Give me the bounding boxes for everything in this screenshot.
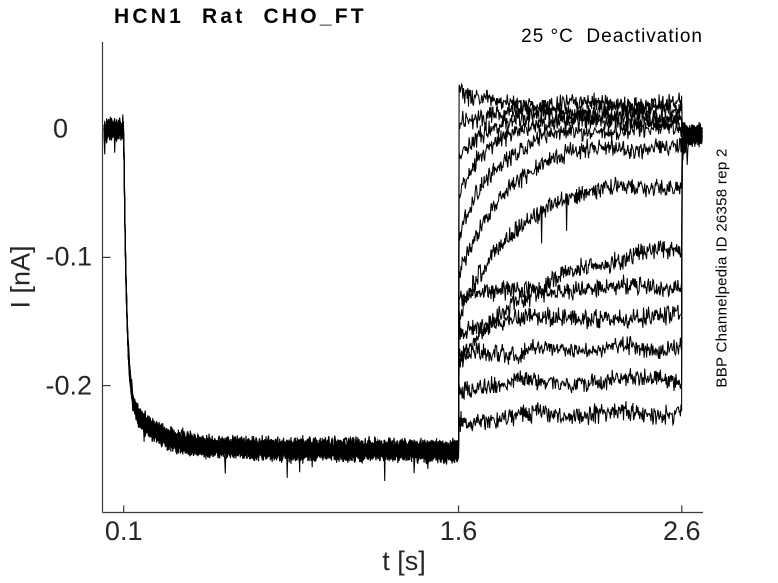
sweep-trace bbox=[103, 119, 703, 465]
x-tick-label: 0.1 bbox=[104, 516, 143, 546]
y-tick-label: -0.1 bbox=[45, 241, 92, 272]
sweep-trace bbox=[103, 120, 703, 463]
sweep-trace bbox=[103, 120, 703, 462]
y-tick-label: -0.2 bbox=[45, 370, 92, 401]
watermark-label: BBP Channelpedia ID 26358 rep 2 bbox=[713, 148, 731, 388]
sweep-trace bbox=[103, 116, 703, 474]
y-tick-label: 0 bbox=[52, 113, 68, 144]
sweep-trace bbox=[103, 118, 703, 478]
sweep-trace bbox=[103, 123, 703, 464]
chart-title: HCN1 Rat CHO_FT bbox=[114, 5, 367, 28]
x-tick-label: 1.6 bbox=[439, 516, 478, 546]
temperature-annotation: 25 °C Deactivation bbox=[521, 26, 703, 47]
x-tick-label: 2.6 bbox=[663, 516, 701, 546]
sweep-trace bbox=[103, 109, 703, 482]
x-axis-label: t [s] bbox=[382, 546, 426, 576]
sweep-trace bbox=[103, 116, 703, 473]
sweep-trace bbox=[103, 118, 703, 474]
sweep-trace bbox=[103, 124, 703, 465]
